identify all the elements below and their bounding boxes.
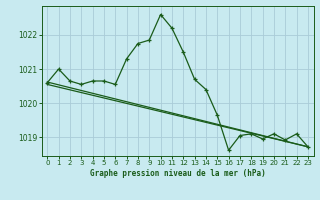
X-axis label: Graphe pression niveau de la mer (hPa): Graphe pression niveau de la mer (hPa) [90,169,266,178]
